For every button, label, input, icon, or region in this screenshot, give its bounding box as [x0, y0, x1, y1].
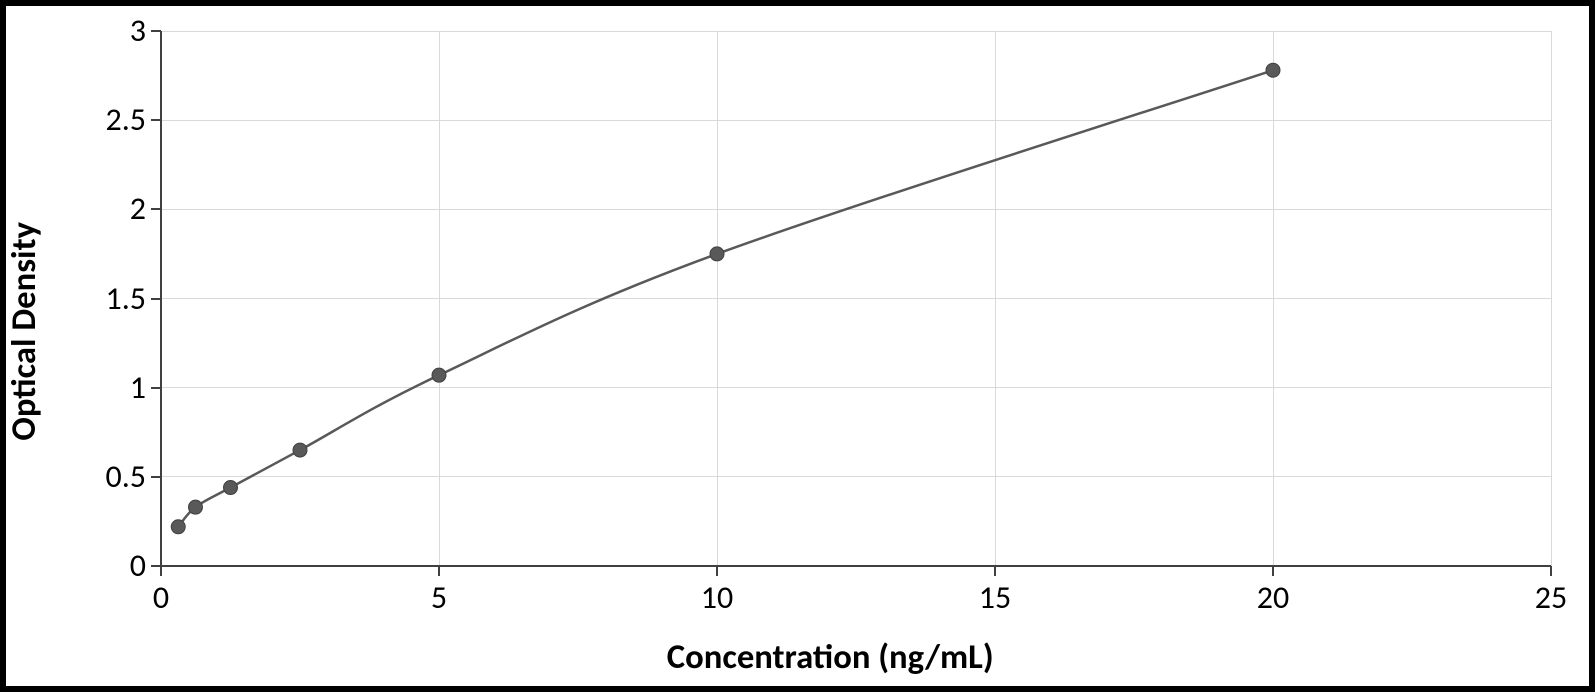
data-point: [710, 247, 724, 261]
data-point: [293, 443, 307, 457]
y-tick: [151, 119, 161, 121]
x-tick-label: 20: [1233, 578, 1313, 617]
data-point: [432, 368, 446, 382]
y-tick: [151, 476, 161, 478]
y-tick: [151, 208, 161, 210]
y-tick-label: 1: [71, 368, 146, 407]
x-axis-label: Concentration (ng/mL): [667, 636, 994, 678]
y-tick: [151, 387, 161, 389]
data-point: [224, 481, 238, 495]
y-tick: [151, 30, 161, 32]
x-tick-label: 10: [677, 578, 757, 617]
y-tick-label: 2.5: [71, 100, 146, 139]
y-axis-label: Optical Density: [3, 222, 45, 441]
x-tick: [994, 566, 996, 576]
data-point: [171, 520, 185, 534]
y-tick-label: 2: [71, 189, 146, 228]
x-tick: [716, 566, 718, 576]
series-line: [178, 70, 1273, 527]
x-tick-label: 5: [399, 578, 479, 617]
x-tick-label: 25: [1511, 578, 1591, 617]
y-tick-label: 3: [71, 11, 146, 50]
data-point: [188, 500, 202, 514]
chart-frame: Optical Density Concentration (ng/mL) 05…: [0, 0, 1595, 692]
x-tick: [160, 566, 162, 576]
x-tick: [1550, 566, 1552, 576]
x-tick: [438, 566, 440, 576]
y-tick-label: 0: [71, 546, 146, 585]
y-tick-label: 0.5: [71, 457, 146, 496]
x-tick: [1272, 566, 1274, 576]
x-tick-label: 15: [955, 578, 1035, 617]
y-tick: [151, 298, 161, 300]
y-tick: [151, 565, 161, 567]
y-tick-label: 1.5: [71, 279, 146, 318]
series-layer: [161, 31, 1551, 566]
plot-area: 051015202500.511.522.53: [161, 31, 1551, 566]
data-point: [1266, 63, 1280, 77]
